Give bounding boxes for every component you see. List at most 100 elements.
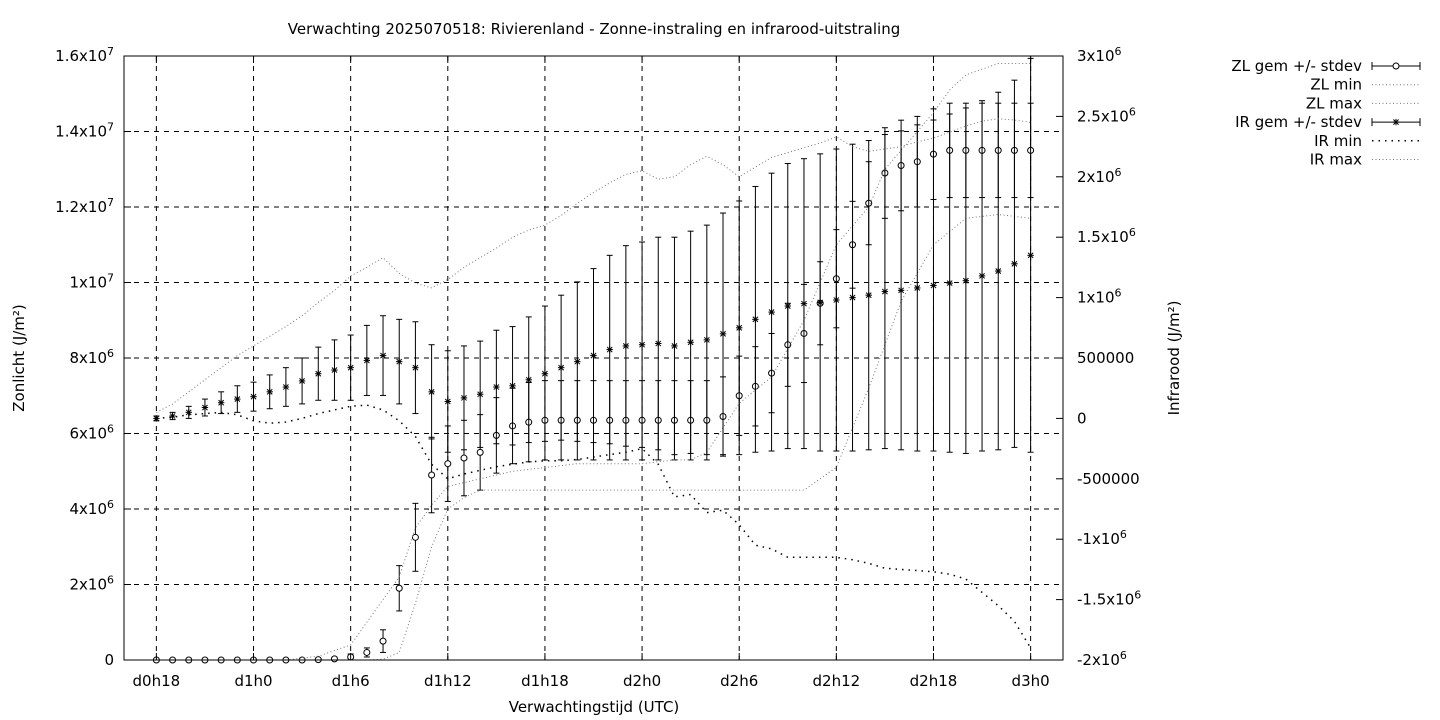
ir-point-star <box>897 287 905 294</box>
ir-point-star-stroke <box>1393 119 1399 126</box>
ir-point-star-stroke <box>315 370 322 377</box>
ir-point-star-stroke <box>865 292 872 299</box>
ir-point-star-stroke <box>784 303 791 309</box>
legend-entry-label: IR max <box>1310 151 1362 169</box>
ir-point-star-stroke <box>477 391 484 398</box>
ir-point-star <box>525 376 532 383</box>
ir-point-star-stroke <box>639 341 645 348</box>
x-tick-label: d1h0 <box>234 672 272 690</box>
ir-point-star <box>250 393 257 400</box>
x-tick-label: d2h18 <box>910 672 958 690</box>
ir-point-star-stroke <box>574 358 581 365</box>
x-tick-label: d1h12 <box>424 672 472 690</box>
ir-point-star-stroke <box>380 352 386 359</box>
ir-point-star <box>282 383 290 391</box>
y-right-tick-label: -1x106 <box>1077 528 1127 548</box>
series-line <box>156 213 1031 661</box>
x-tick-label: d1h6 <box>332 672 370 690</box>
ir-point-star <box>509 382 516 389</box>
ir-point-star-stroke <box>331 367 338 373</box>
ir-point-star-stroke <box>817 299 824 306</box>
ir-point-star <box>315 370 322 377</box>
ir-point-star-stroke <box>299 378 305 384</box>
ir-point-star <box>703 336 711 344</box>
zl-point-circle <box>444 460 452 468</box>
zl-point-circle <box>379 637 387 645</box>
ir-point-star-stroke <box>509 382 516 389</box>
ir-point-star <box>995 267 1002 275</box>
ir-point-star-stroke <box>606 346 613 353</box>
ir-point-star <box>331 366 338 374</box>
ir-point-star-stroke <box>493 384 500 390</box>
y-axis-label-left: Zonlicht (J/m²) <box>10 304 28 412</box>
ir-point-star-stroke <box>914 285 921 291</box>
ir-point-star <box>736 324 743 331</box>
ir-point-star <box>347 364 354 371</box>
y-right-tick-label: 1x106 <box>1077 287 1122 307</box>
ir-point-star <box>476 391 484 398</box>
y-right-tick-label: 0 <box>1077 409 1087 427</box>
series-zl-max <box>156 63 1031 661</box>
plot-series <box>152 57 1035 664</box>
ir-point-star-stroke <box>946 280 953 287</box>
ir-point-star <box>800 300 808 307</box>
ir-point-star <box>298 377 306 385</box>
series-zl-min <box>156 213 1031 661</box>
ir-point-star-stroke <box>266 388 273 395</box>
series-line <box>156 63 1031 661</box>
ir-point-star-stroke <box>671 343 678 349</box>
x-tick-label: d1h18 <box>521 672 569 690</box>
ir-point-star-stroke <box>250 393 257 400</box>
series-ir-gem-stdev <box>153 57 1034 456</box>
ir-point-star-stroke <box>930 282 937 289</box>
ir-point-star <box>153 415 160 422</box>
ir-point-star-stroke <box>801 300 807 307</box>
legend-entry-label: IR min <box>1314 132 1362 150</box>
y-right-tick-label: -1.5x106 <box>1077 589 1141 609</box>
ir-point-star-stroke <box>542 370 548 377</box>
ir-point-star <box>185 409 192 416</box>
y-right-tick-label: 500000 <box>1077 349 1134 367</box>
ir-point-star <box>914 284 921 292</box>
y-right-tick-label: 1.5x106 <box>1077 226 1136 246</box>
ir-point-star <box>444 398 451 405</box>
ir-point-star <box>622 342 630 350</box>
ir-point-star-stroke <box>428 388 435 395</box>
y-left-tick-label: 1x107 <box>69 272 114 292</box>
ir-point-star <box>784 302 791 310</box>
y-right-tick-label: 3x106 <box>1077 45 1122 65</box>
y-left-tick-label: 1.2x107 <box>55 196 114 216</box>
ir-point-star-stroke <box>185 409 192 416</box>
ir-point-star-stroke <box>622 343 629 349</box>
ir-point-star-stroke <box>363 357 370 364</box>
ir-point-star <box>541 370 549 377</box>
y-left-tick-label: 2x106 <box>69 574 114 594</box>
ir-point-star <box>849 294 856 301</box>
zl-point-circle <box>460 454 468 462</box>
y-axis-label-right: Infrarood (J/m²) <box>1165 301 1183 416</box>
series-line <box>156 118 1031 413</box>
ir-point-star <box>1392 118 1400 126</box>
ir-point-star-stroke <box>833 297 840 303</box>
ir-point-star <box>428 388 435 396</box>
ir-point-star <box>816 299 824 306</box>
series-ir-min <box>156 404 1032 649</box>
ir-point-star <box>978 272 986 280</box>
zl-point-circle <box>363 648 371 656</box>
x-axis-label: Verwachtingstijd (UTC) <box>509 698 680 716</box>
zl-point-circle <box>476 448 484 456</box>
x-tick-label: d2h6 <box>720 672 758 690</box>
legend-entry-label: ZL min <box>1310 76 1362 94</box>
ir-point-star-stroke <box>736 324 743 331</box>
ir-point-star-stroke <box>218 399 225 406</box>
ir-point-star <box>930 282 937 289</box>
axes: d0h18 d1h0 d1h6 d1h12 d1h18 d2h0 d2h6 d2h12 d2h1… <box>55 45 1141 690</box>
series-line <box>156 404 1032 649</box>
y-left-tick-label: 6x106 <box>69 423 114 443</box>
legend-entry-marker <box>1392 62 1400 70</box>
ir-point-star-stroke <box>461 394 467 401</box>
ir-point-star-stroke <box>687 339 694 346</box>
x-tick-label: d2h0 <box>623 672 661 690</box>
ir-point-star <box>768 308 775 316</box>
y-right-tick-label: 2x106 <box>1077 166 1122 186</box>
